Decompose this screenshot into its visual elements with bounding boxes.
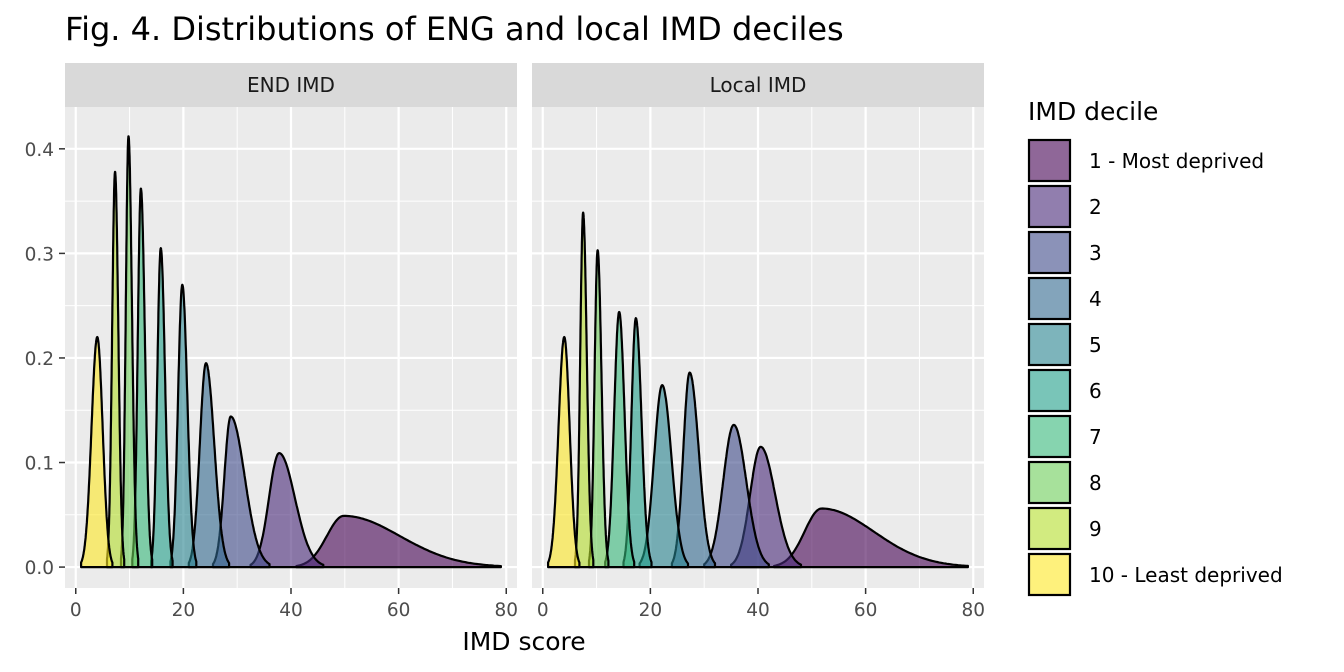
legend-swatch	[1027, 322, 1072, 367]
legend-swatch	[1027, 368, 1072, 413]
facet-strip	[65, 63, 517, 107]
x-tick-label: 80	[494, 600, 518, 621]
legend-swatch	[1027, 506, 1072, 551]
density-area-decile-7	[604, 310, 636, 569]
legend-item: 7	[1027, 414, 1102, 459]
density-area-decile-8	[119, 135, 140, 569]
density-area-decile-4	[670, 371, 717, 569]
chart-title: Fig. 4. Distributions of ENG and local I…	[65, 10, 844, 48]
x-tick-label: 20	[639, 600, 663, 621]
density-area-decile-2	[249, 452, 325, 569]
legend-label: 5	[1089, 333, 1102, 357]
x-tick-label: 40	[279, 600, 303, 621]
legend-label: 3	[1089, 241, 1102, 265]
x-tick-label: 0	[70, 600, 82, 621]
density-area-decile-4	[187, 362, 231, 569]
legend-label: 4	[1089, 287, 1102, 311]
density-area-decile-10	[80, 335, 114, 569]
x-tick-label: 20	[172, 600, 196, 621]
legend-label: 2	[1089, 195, 1102, 219]
legend-item: 2	[1027, 184, 1102, 229]
legend-label: 6	[1089, 379, 1102, 403]
x-tick-label: 60	[854, 600, 878, 621]
legend-label: 1 - Most deprived	[1089, 149, 1264, 173]
x-tick-label: 80	[961, 600, 985, 621]
facet-panels: END IMD 0 20 40 60 80 Local IMD 0 20 40 60 80	[65, 63, 985, 621]
legend-item: 1 - Most deprived	[1027, 138, 1264, 183]
legend: IMD decile 1 - Most deprived 2 3 4 5 6 7 8 9 10 -…	[1027, 97, 1283, 597]
legend-item: 4	[1027, 276, 1102, 321]
density-area-decile-1	[295, 514, 502, 569]
legend-item: 6	[1027, 368, 1102, 413]
density-area-decile-9	[573, 211, 595, 569]
y-tick-label: 0.1	[25, 454, 54, 475]
y-tick-label: 0.2	[25, 349, 54, 370]
legend-swatch	[1027, 276, 1072, 321]
legend-label: 9	[1089, 517, 1102, 541]
density-area-decile-5	[169, 283, 198, 569]
legend-title: IMD decile	[1028, 97, 1158, 126]
legend-swatch	[1027, 552, 1072, 597]
legend-item: 3	[1027, 230, 1102, 275]
x-tick-label: 60	[387, 600, 411, 621]
x-tick-label: 40	[746, 600, 770, 621]
legend-item: 8	[1027, 460, 1102, 505]
legend-swatch	[1027, 138, 1072, 183]
legend-label: 8	[1089, 471, 1102, 495]
density-area-decile-6	[150, 247, 174, 569]
legend-label: 10 - Least deprived	[1089, 563, 1283, 587]
legend-item: 5	[1027, 322, 1102, 367]
density-area-decile-10	[547, 335, 581, 569]
x-axis-title: IMD score	[462, 627, 585, 656]
facet-strip	[532, 63, 984, 107]
facet-strip-label: Local IMD	[710, 73, 807, 97]
facet-panel: Local IMD 0 20 40 60 80	[532, 63, 985, 621]
legend-swatch	[1027, 184, 1072, 229]
legend-label: 7	[1089, 425, 1102, 449]
density-area-decile-3	[211, 415, 271, 569]
y-tick-label: 0.3	[25, 244, 54, 265]
legend-item: 10 - Least deprived	[1027, 552, 1283, 597]
density-area-decile-9	[105, 170, 126, 569]
density-area-decile-3	[703, 423, 770, 569]
legend-swatch	[1027, 230, 1072, 275]
legend-swatch	[1027, 414, 1072, 459]
density-area-decile-8	[587, 249, 610, 569]
legend-item: 9	[1027, 506, 1102, 551]
legend-swatch	[1027, 460, 1072, 505]
facet-panel: END IMD 0 20 40 60 80	[65, 63, 518, 621]
x-tick-label: 0	[537, 600, 549, 621]
density-area-decile-1	[773, 507, 969, 569]
y-tick-label: 0.0	[25, 558, 54, 579]
y-tick-label: 0.4	[25, 140, 54, 161]
y-axis: 0.0 0.1 0.2 0.3 0.4	[25, 140, 65, 579]
facet-strip-label: END IMD	[247, 73, 335, 97]
